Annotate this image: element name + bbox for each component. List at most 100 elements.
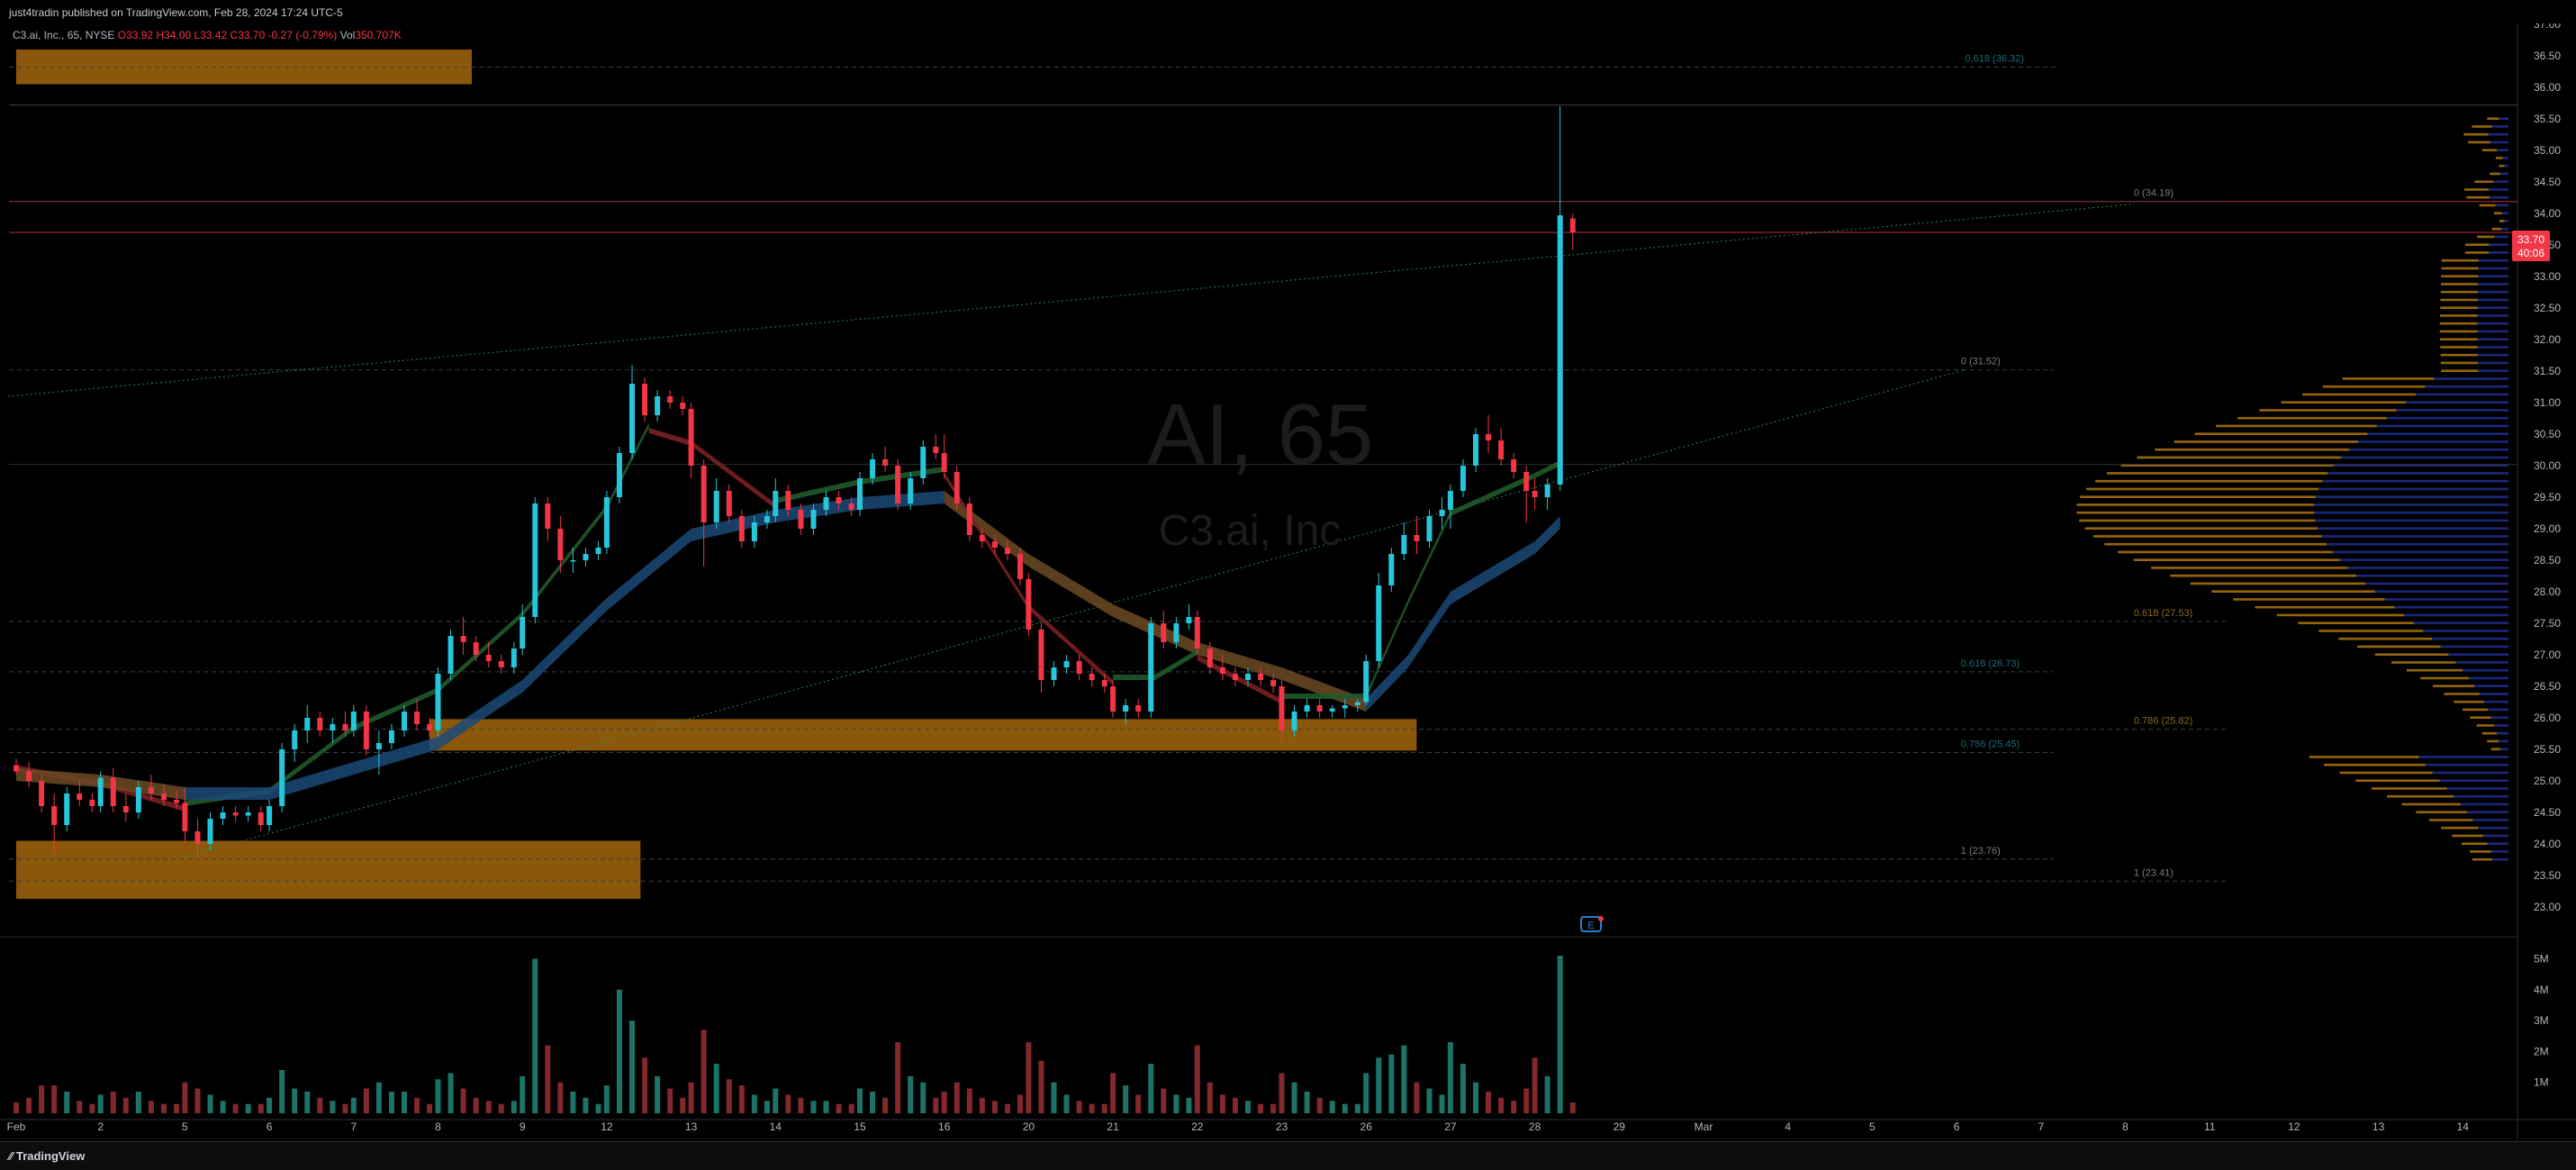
ema-slow-band: [438, 680, 523, 749]
candle-body: [51, 806, 58, 825]
vp-bar-up: [2504, 164, 2508, 168]
volume-bar: [220, 1101, 226, 1113]
candle-body: [427, 724, 433, 730]
ema-fast-band: [1028, 604, 1114, 685]
time-tick-label: 7: [350, 1120, 357, 1133]
vp-bar-up: [2489, 251, 2508, 254]
volume-bar: [616, 989, 622, 1113]
vp-bar-down: [2118, 550, 2333, 554]
time-tick-label: 4: [1785, 1120, 1791, 1133]
volume-bar: [1439, 1094, 1445, 1113]
candle-body: [823, 497, 829, 510]
vp-bar-down: [2084, 527, 2318, 530]
vp-bar-down: [2092, 535, 2322, 538]
candle-body: [1557, 215, 1563, 485]
volume-bar: [1473, 1082, 1479, 1113]
volume-bar: [882, 1097, 889, 1113]
candle-body: [1245, 674, 1252, 680]
vp-bar-up: [2491, 125, 2508, 128]
price-tick-label: 36.00: [2534, 81, 2561, 94]
vp-bar-up: [2478, 283, 2508, 286]
vp-bar-down: [2080, 495, 2316, 498]
vp-bar-up: [2425, 763, 2508, 766]
vp-bar-down: [2432, 685, 2475, 687]
vp-bar-down: [2420, 676, 2469, 680]
vp-bar-up: [2483, 700, 2508, 703]
vp-bar-down: [2440, 361, 2479, 365]
vp-bar-up: [2490, 850, 2508, 853]
candle-body: [1051, 667, 1057, 680]
volume-bar: [304, 1091, 311, 1113]
volume-bar: [194, 1088, 201, 1113]
time-tick-label: 11: [2204, 1120, 2216, 1133]
volume-bar: [267, 1097, 273, 1113]
time-tick-label: 21: [1107, 1120, 1119, 1133]
vp-bar-up: [2488, 188, 2508, 191]
vp-bar-down: [2416, 811, 2467, 813]
fib-label: 0 (31.52): [1961, 357, 2001, 367]
ema-fast-band: [1408, 511, 1451, 604]
volume-bar: [77, 1101, 83, 1113]
volume-bar: [1498, 1097, 1505, 1113]
volume-bar: [941, 1091, 947, 1113]
candle-body: [1279, 686, 1285, 730]
volume-bar: [1511, 1101, 1517, 1113]
candle-body: [97, 777, 104, 806]
vp-bar-up: [2477, 330, 2508, 333]
vp-bar-down: [2441, 267, 2479, 270]
vp-bar-up: [2327, 542, 2508, 546]
alert-icon[interactable]: E: [1580, 916, 1604, 932]
volume-bar: [1186, 1097, 1192, 1113]
price-tick-label: 23.50: [2534, 869, 2561, 882]
price-chart[interactable]: 0.618 (36.32) 0 (34.19) 0 (31.52) 0.618 (27…: [0, 23, 2576, 1141]
vp-bar-up: [2490, 716, 2508, 719]
price-tick-label: 27.00: [2534, 648, 2561, 661]
volume-bar: [498, 1103, 504, 1113]
volume-bar: [511, 1101, 517, 1113]
vp-bar-down: [2120, 464, 2335, 467]
vp-bar-down: [2237, 416, 2387, 420]
vp-bar-down: [2309, 756, 2419, 758]
watermark-name: C3.ai, Inc: [1159, 507, 1342, 555]
candle-body: [520, 617, 526, 648]
candle-body: [616, 453, 622, 497]
vp-bar-down: [2324, 763, 2426, 766]
candle-body: [1486, 434, 1492, 440]
price-tick-label: 25.50: [2534, 743, 2561, 756]
volume-bar: [39, 1085, 45, 1113]
volume-bar: [933, 1097, 939, 1113]
tradingview-logo[interactable]: ⁄⁄ TradingView: [9, 1149, 85, 1163]
volume-bar: [1148, 1064, 1154, 1113]
candle-body: [182, 803, 188, 831]
vp-bar-up: [2347, 567, 2508, 569]
vp-bar-down: [2493, 212, 2502, 214]
candle-body: [402, 712, 408, 730]
volume-bar: [1038, 1060, 1044, 1113]
legend-open: O33.92: [117, 29, 154, 41]
price-tick-label: 31.00: [2534, 396, 2561, 409]
vp-bar-up: [2432, 637, 2508, 640]
volume-bar: [966, 1088, 972, 1113]
candle-body: [667, 396, 673, 403]
vp-bar-down: [2298, 621, 2414, 624]
volume-bar: [1447, 1042, 1453, 1113]
volume-bar: [700, 1029, 707, 1113]
candle-body: [1414, 535, 1420, 541]
vp-bar-down: [2151, 567, 2348, 569]
candle-body: [1161, 623, 1167, 642]
candle-body: [1511, 459, 1517, 472]
price-tick-label: 24.00: [2534, 838, 2561, 850]
vp-bar-up: [2478, 290, 2508, 294]
vp-bar-up: [2314, 511, 2508, 514]
ema-slow-band: [606, 529, 691, 611]
vp-bar-up: [2374, 590, 2508, 593]
candle-body: [1498, 440, 1505, 459]
price-tick-label: 26.50: [2534, 680, 2561, 693]
watermark: AI, 65 C3.ai, Inc: [1148, 386, 1374, 555]
candle-body: [1363, 661, 1369, 703]
volume-bar: [908, 1075, 914, 1113]
fib-label: 0.786 (25.82): [2134, 716, 2192, 727]
zone-box: [16, 840, 641, 899]
candle-body: [77, 794, 83, 800]
candle-body: [1194, 617, 1200, 648]
